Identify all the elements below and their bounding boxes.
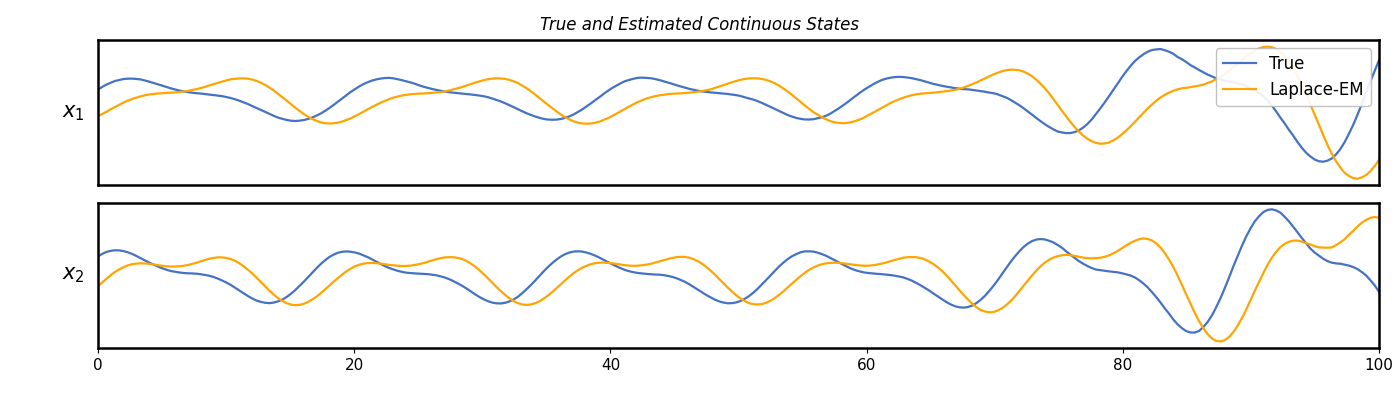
Laplace-EM bbox=[1250, 46, 1267, 51]
True bbox=[1371, 58, 1387, 62]
Laplace-EM bbox=[1259, 44, 1275, 49]
Line: Laplace-EM: Laplace-EM bbox=[98, 47, 1379, 179]
Y-axis label: $x_1$: $x_1$ bbox=[62, 103, 84, 123]
Laplace-EM bbox=[1169, 87, 1186, 92]
Legend: True, Laplace-EM: True, Laplace-EM bbox=[1217, 48, 1371, 106]
True bbox=[1152, 47, 1169, 52]
True bbox=[874, 78, 890, 82]
Laplace-EM bbox=[848, 118, 865, 123]
True bbox=[848, 93, 865, 98]
Line: True: True bbox=[98, 49, 1379, 162]
Laplace-EM bbox=[874, 105, 890, 110]
True bbox=[853, 90, 869, 95]
True bbox=[90, 87, 106, 92]
Y-axis label: $x_2$: $x_2$ bbox=[62, 265, 84, 285]
True bbox=[1315, 159, 1331, 164]
True bbox=[94, 84, 111, 89]
Text: True and Estimated Continuous States: True and Estimated Continuous States bbox=[540, 16, 860, 34]
Laplace-EM bbox=[1350, 176, 1366, 181]
True bbox=[1254, 94, 1271, 99]
Laplace-EM bbox=[853, 117, 869, 122]
Laplace-EM bbox=[90, 114, 106, 118]
Laplace-EM bbox=[1371, 158, 1387, 162]
True bbox=[1173, 57, 1190, 62]
Laplace-EM bbox=[94, 112, 111, 116]
